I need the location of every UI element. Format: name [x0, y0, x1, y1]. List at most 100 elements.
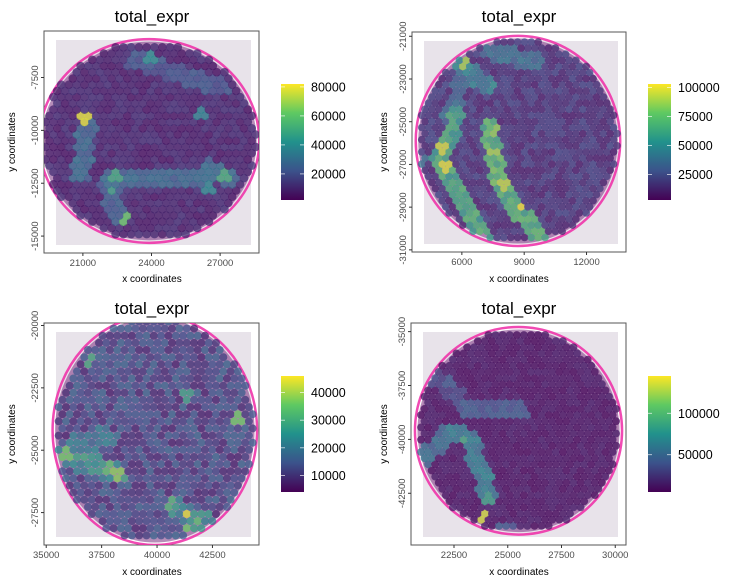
spot	[185, 124, 194, 133]
spot	[565, 215, 573, 223]
spot	[208, 148, 218, 158]
spot	[158, 67, 167, 77]
spot	[579, 166, 587, 174]
spot	[537, 56, 546, 65]
spot	[520, 478, 528, 487]
spot	[530, 411, 539, 419]
spot	[441, 441, 450, 450]
spot	[551, 129, 560, 138]
spot	[472, 172, 481, 181]
spot	[189, 192, 198, 201]
spot	[251, 130, 259, 139]
panel-bottom-right: total_expr x coordinates y coordinates 2…	[379, 299, 720, 578]
spot	[606, 129, 614, 138]
spot	[435, 142, 443, 150]
spot	[541, 503, 550, 512]
spot	[463, 491, 471, 499]
spot	[481, 460, 489, 469]
spot	[580, 423, 589, 432]
spot	[91, 431, 100, 440]
spot	[500, 233, 508, 242]
spot	[146, 438, 155, 447]
spot	[247, 111, 256, 121]
spot	[566, 497, 574, 506]
spot	[116, 510, 125, 518]
spot	[496, 227, 505, 235]
spot	[489, 44, 498, 52]
spot	[72, 204, 81, 214]
spot	[516, 337, 525, 345]
spot	[233, 424, 242, 433]
spot	[441, 68, 450, 77]
spot	[111, 142, 120, 152]
spot	[565, 105, 573, 113]
spot	[417, 411, 425, 419]
spot	[527, 429, 535, 438]
spot	[220, 105, 229, 114]
spot	[551, 227, 560, 235]
spot	[230, 360, 239, 369]
spot	[583, 405, 592, 413]
spot	[551, 190, 560, 199]
spot	[149, 374, 158, 383]
spot	[215, 374, 224, 383]
spot	[220, 117, 229, 127]
spot	[76, 99, 85, 108]
spot	[481, 386, 489, 395]
spot	[473, 423, 482, 432]
spot	[496, 142, 505, 150]
spot	[551, 423, 560, 432]
spot	[124, 410, 133, 419]
spot	[559, 361, 567, 370]
spot	[500, 148, 508, 156]
spot	[579, 190, 587, 199]
spot	[80, 92, 89, 102]
panel-title: total_expr	[115, 7, 190, 26]
spot	[49, 130, 58, 139]
spot	[523, 361, 532, 370]
spot	[566, 472, 574, 481]
spot	[179, 517, 188, 526]
spot	[441, 417, 450, 426]
spot	[551, 80, 560, 89]
spot	[189, 180, 198, 189]
spot	[73, 424, 81, 433]
spot	[612, 441, 620, 450]
spot	[124, 395, 133, 404]
spot	[204, 467, 213, 476]
spot	[512, 331, 521, 339]
spot	[596, 148, 604, 156]
spot	[233, 410, 242, 419]
spot	[131, 410, 140, 419]
x-axis: 35000 37500 40000 42500	[33, 545, 226, 561]
spot	[80, 424, 89, 433]
spot	[91, 99, 101, 108]
spot	[116, 453, 125, 461]
spot	[109, 381, 118, 390]
spot	[142, 155, 151, 164]
spot	[84, 136, 93, 145]
spot	[73, 410, 81, 419]
spot	[537, 80, 546, 89]
spot	[201, 488, 209, 497]
spot	[551, 472, 560, 481]
x-tick-label: 9000	[514, 257, 535, 268]
spot	[80, 495, 89, 504]
spot	[124, 338, 133, 347]
spot-layer	[54, 323, 257, 540]
spot	[149, 417, 158, 426]
spot	[558, 178, 566, 187]
spot	[68, 111, 78, 121]
spot	[544, 190, 553, 199]
spot	[449, 454, 457, 463]
spot	[477, 454, 486, 463]
spot	[193, 460, 202, 469]
spot	[223, 445, 231, 454]
spot	[561, 196, 570, 205]
spot	[107, 173, 116, 183]
spot	[105, 431, 114, 440]
spot	[544, 203, 553, 211]
spot	[483, 215, 491, 223]
